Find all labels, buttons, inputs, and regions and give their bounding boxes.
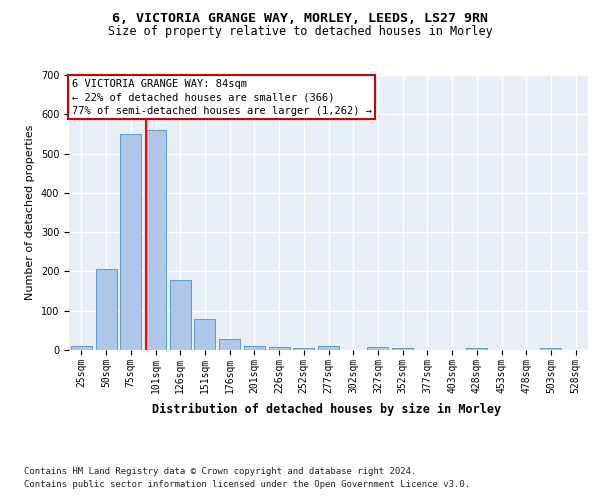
Bar <box>541 348 562 350</box>
Text: Distribution of detached houses by size in Morley: Distribution of detached houses by size … <box>152 402 502 415</box>
Bar <box>269 347 290 350</box>
Bar <box>219 339 240 350</box>
Y-axis label: Number of detached properties: Number of detached properties <box>25 125 35 300</box>
Bar <box>95 270 116 350</box>
Text: 6, VICTORIA GRANGE WAY, MORLEY, LEEDS, LS27 9RN: 6, VICTORIA GRANGE WAY, MORLEY, LEEDS, L… <box>112 12 488 26</box>
Bar <box>293 348 314 350</box>
Bar <box>244 346 265 350</box>
Bar <box>367 347 388 350</box>
Bar <box>170 280 191 350</box>
Text: 6 VICTORIA GRANGE WAY: 84sqm
← 22% of detached houses are smaller (366)
77% of s: 6 VICTORIA GRANGE WAY: 84sqm ← 22% of de… <box>71 79 371 116</box>
Bar <box>318 346 339 350</box>
Text: Contains public sector information licensed under the Open Government Licence v3: Contains public sector information licen… <box>24 480 470 489</box>
Bar <box>71 346 92 350</box>
Bar <box>392 348 413 350</box>
Bar <box>145 130 166 350</box>
Bar <box>194 320 215 350</box>
Text: Contains HM Land Registry data © Crown copyright and database right 2024.: Contains HM Land Registry data © Crown c… <box>24 468 416 476</box>
Bar <box>466 348 487 350</box>
Bar <box>120 134 141 350</box>
Text: Size of property relative to detached houses in Morley: Size of property relative to detached ho… <box>107 25 493 38</box>
